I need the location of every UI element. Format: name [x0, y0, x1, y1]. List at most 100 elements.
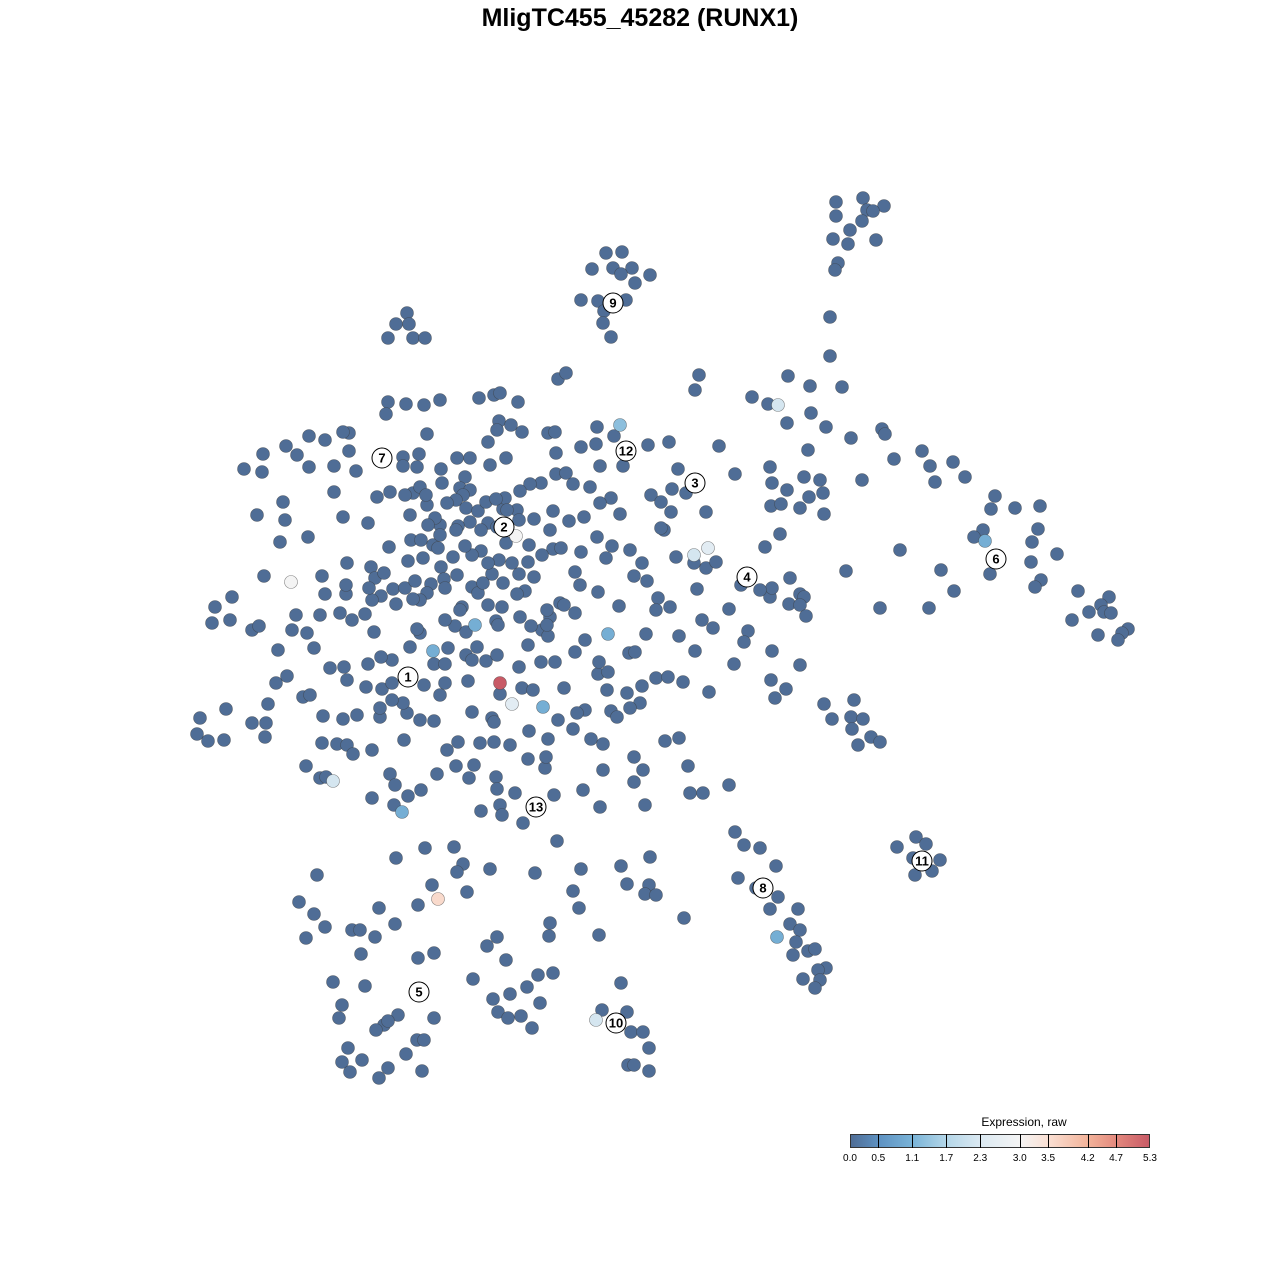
data-point — [533, 996, 547, 1010]
data-point — [614, 267, 628, 281]
data-point — [712, 439, 726, 453]
data-point — [771, 398, 785, 412]
data-point — [699, 561, 713, 575]
data-point — [584, 732, 598, 746]
data-point — [355, 1053, 369, 1067]
data-point — [554, 541, 568, 555]
data-point — [797, 470, 811, 484]
cluster-label-circle — [493, 516, 515, 538]
legend-tick — [912, 1134, 914, 1148]
data-point — [374, 650, 388, 664]
data-point — [358, 979, 372, 993]
data-point — [463, 451, 477, 465]
data-point — [855, 214, 869, 228]
data-point — [487, 735, 501, 749]
data-point — [316, 709, 330, 723]
data-point — [245, 716, 259, 730]
data-point — [793, 598, 807, 612]
data-point — [438, 676, 452, 690]
data-point — [765, 581, 779, 595]
data-point — [573, 578, 587, 592]
data-point — [923, 459, 937, 473]
data-point — [644, 488, 658, 502]
data-point — [372, 901, 386, 915]
data-point — [620, 877, 634, 891]
data-point — [623, 701, 637, 715]
data-point — [438, 581, 452, 595]
data-point — [574, 293, 588, 307]
data-point — [261, 697, 275, 711]
data-point — [803, 379, 817, 393]
data-point — [844, 431, 858, 445]
cluster-label-11: 11 — [911, 850, 933, 872]
data-point — [628, 645, 642, 659]
data-point — [783, 917, 797, 931]
data-point — [353, 923, 367, 937]
data-point — [480, 939, 494, 953]
data-point — [866, 204, 880, 218]
data-point — [539, 750, 553, 764]
data-point — [223, 613, 237, 627]
data-point — [285, 623, 299, 637]
data-point — [789, 935, 803, 949]
data-point — [193, 711, 207, 725]
data-point — [369, 1023, 383, 1037]
data-point — [607, 429, 621, 443]
data-point — [722, 602, 736, 616]
cluster-label-9: 9 — [602, 292, 624, 314]
data-point — [551, 713, 565, 727]
data-point — [465, 705, 479, 719]
data-point — [593, 496, 607, 510]
data-point — [427, 1011, 441, 1025]
data-point — [513, 484, 527, 498]
data-point — [1033, 499, 1047, 513]
data-point — [397, 733, 411, 747]
data-point — [499, 451, 513, 465]
data-point — [389, 597, 403, 611]
data-point — [406, 592, 420, 606]
data-point — [491, 618, 505, 632]
data-point — [823, 310, 837, 324]
data-point — [781, 369, 795, 383]
data-point — [758, 540, 772, 554]
data-point — [237, 462, 251, 476]
data-point — [722, 778, 736, 792]
data-point — [727, 657, 741, 671]
legend-tick — [980, 1134, 982, 1148]
data-point — [643, 850, 657, 864]
data-point — [816, 486, 830, 500]
data-point — [511, 395, 525, 409]
data-point — [470, 640, 484, 654]
data-point — [521, 555, 535, 569]
data-point — [543, 916, 557, 930]
data-point — [628, 276, 642, 290]
data-point — [988, 489, 1002, 503]
data-point — [1028, 580, 1042, 594]
data-point — [826, 232, 840, 246]
data-point — [471, 504, 485, 518]
data-point — [801, 443, 815, 457]
data-point — [1050, 547, 1064, 561]
data-point — [418, 331, 432, 345]
data-point — [672, 629, 686, 643]
data-point — [354, 947, 368, 961]
data-point — [501, 1011, 515, 1025]
data-point — [521, 638, 535, 652]
data-point — [411, 898, 425, 912]
data-point — [419, 488, 433, 502]
data-point — [258, 730, 272, 744]
cluster-label-text: 11 — [915, 854, 929, 869]
data-point — [310, 868, 324, 882]
data-point — [672, 731, 686, 745]
cluster-label-circle — [605, 1012, 627, 1034]
data-point — [315, 736, 329, 750]
cluster-label-text: 1 — [404, 670, 411, 685]
data-point — [869, 233, 883, 247]
data-point — [339, 578, 353, 592]
cluster-label-circle — [752, 877, 774, 899]
data-point — [446, 550, 460, 564]
data-point — [771, 890, 785, 904]
data-point — [590, 530, 604, 544]
data-point — [709, 555, 723, 569]
data-point — [318, 920, 332, 934]
